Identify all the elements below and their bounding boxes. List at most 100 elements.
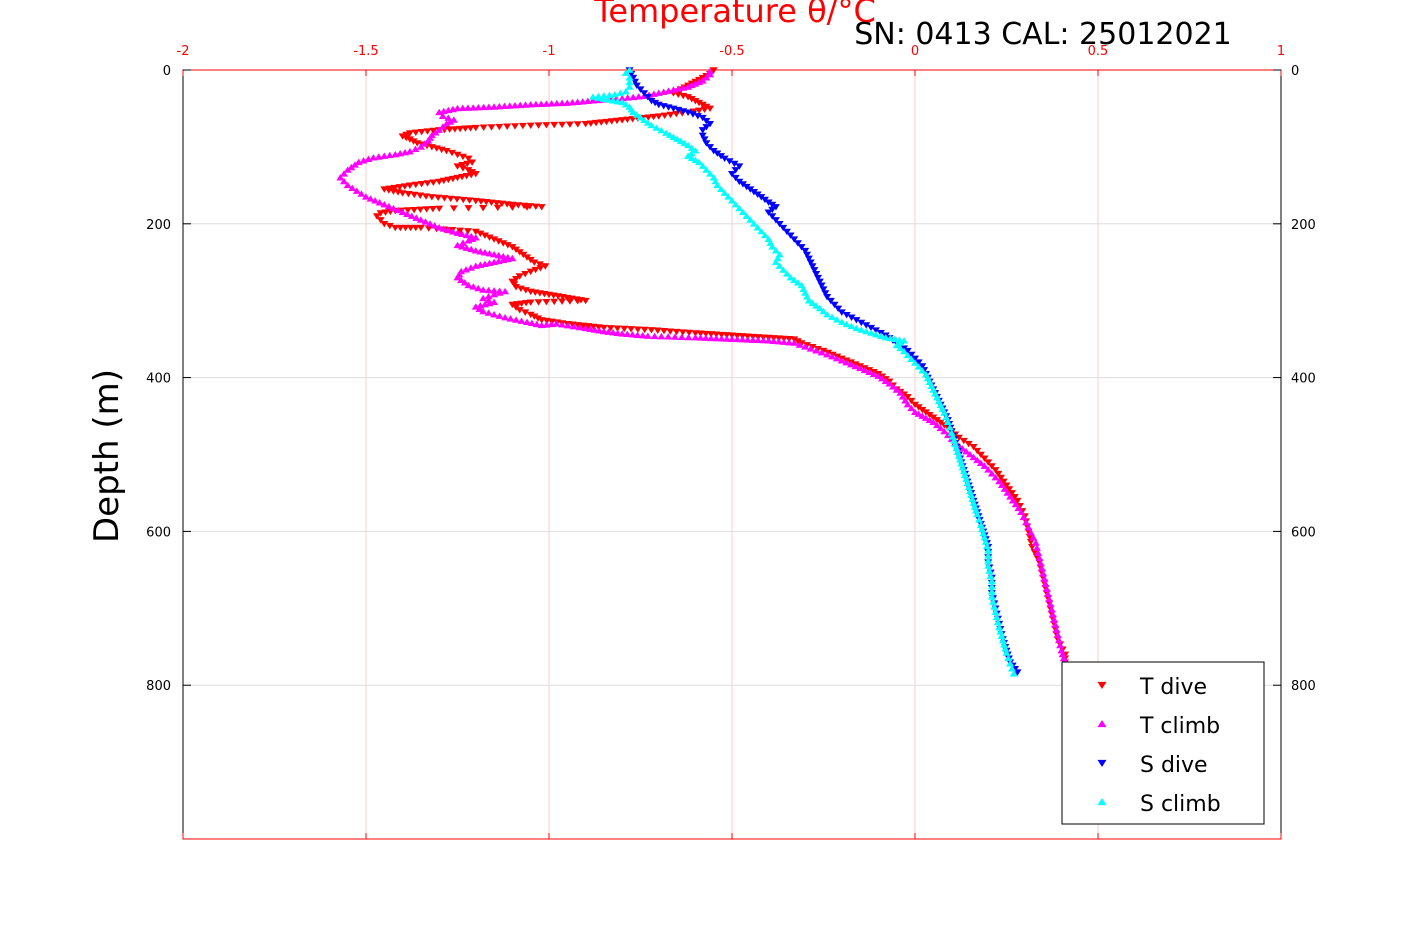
point-s-climb	[953, 448, 962, 455]
point-t-dive	[542, 298, 551, 306]
point-s-dive	[735, 178, 744, 186]
point-s-climb	[680, 139, 689, 147]
y-tick-label-left: 800	[146, 679, 171, 694]
point-s-climb	[967, 491, 976, 499]
point-t-climb	[1000, 485, 1009, 492]
point-t-dive	[376, 217, 385, 224]
point-s-climb	[760, 231, 769, 239]
point-t-climb	[1051, 621, 1060, 628]
point-s-climb	[652, 124, 661, 131]
point-s-dive	[735, 163, 744, 170]
point-t-climb	[389, 204, 398, 212]
point-s-dive	[786, 232, 795, 239]
point-t-dive	[573, 121, 582, 128]
point-s-climb	[940, 409, 949, 416]
point-s-climb	[695, 158, 704, 166]
y-tick-label-left: 600	[146, 525, 171, 540]
point-s-climb	[673, 135, 682, 143]
point-t-dive	[530, 313, 539, 320]
point-t-climb	[856, 364, 865, 372]
point-t-climb	[1041, 580, 1050, 587]
point-s-climb	[801, 289, 810, 296]
point-s-climb	[706, 170, 715, 177]
point-t-climb	[684, 333, 693, 341]
point-t-climb	[362, 193, 370, 200]
point-t-dive	[466, 125, 475, 132]
point-t-climb	[375, 199, 384, 206]
point-s-dive	[830, 301, 839, 309]
point-t-climb	[795, 341, 804, 348]
point-s-climb	[808, 299, 817, 307]
point-t-dive	[493, 204, 502, 212]
point-s-dive	[764, 209, 773, 216]
series-s-climb	[588, 66, 1018, 677]
point-s-climb	[804, 297, 813, 304]
point-t-climb	[1056, 641, 1065, 649]
point-s-dive	[918, 363, 927, 370]
point-t-dive	[678, 329, 687, 336]
point-s-climb	[911, 359, 919, 366]
point-t-dive	[627, 326, 636, 333]
point-s-climb	[640, 116, 649, 124]
point-s-climb	[989, 598, 998, 605]
point-t-dive	[490, 236, 499, 243]
point-t-climb	[1033, 544, 1041, 551]
point-s-dive	[871, 327, 880, 334]
point-t-dive	[458, 153, 467, 161]
point-t-dive	[984, 459, 993, 466]
x-tick-label: 0.5	[1088, 44, 1109, 59]
point-t-dive	[480, 232, 489, 239]
point-s-climb	[1000, 641, 1009, 648]
point-t-climb	[442, 120, 451, 127]
point-s-climb	[1002, 649, 1011, 656]
point-t-climb	[907, 404, 916, 412]
point-t-dive	[410, 191, 419, 199]
point-t-climb	[398, 208, 407, 216]
point-t-climb	[657, 332, 666, 340]
point-t-dive	[672, 328, 681, 336]
point-t-climb	[348, 184, 357, 192]
point-t-dive	[508, 244, 517, 251]
point-t-dive	[684, 94, 693, 101]
point-s-climb	[938, 405, 947, 412]
point-s-climb	[987, 593, 996, 600]
point-t-climb	[430, 222, 439, 229]
point-s-climb	[985, 567, 994, 574]
point-t-dive	[1013, 497, 1022, 505]
point-t-dive	[450, 126, 459, 133]
point-t-dive	[391, 224, 400, 232]
point-t-dive	[511, 123, 520, 130]
point-s-dive	[647, 97, 656, 105]
point-s-climb	[968, 495, 977, 502]
point-t-climb	[1058, 650, 1067, 658]
point-t-climb	[1047, 605, 1056, 613]
point-t-dive	[707, 331, 716, 338]
point-s-climb	[972, 507, 980, 514]
point-t-dive	[464, 205, 473, 212]
series-t-climb	[336, 67, 1070, 665]
point-t-dive	[403, 207, 412, 214]
point-s-climb	[728, 197, 736, 204]
point-s-climb	[757, 227, 766, 235]
point-t-dive	[380, 221, 389, 228]
point-s-dive	[746, 186, 755, 193]
point-t-climb	[728, 335, 736, 342]
point-s-climb	[980, 533, 989, 541]
point-s-climb	[958, 463, 967, 471]
point-t-dive	[396, 224, 405, 232]
point-t-dive	[685, 329, 694, 337]
legend-marker-s-climb	[1097, 797, 1107, 806]
point-t-dive	[372, 213, 381, 220]
point-s-climb	[992, 613, 1001, 621]
point-t-dive	[530, 259, 539, 266]
point-s-climb	[892, 341, 901, 349]
legend-label-s-dive: S dive	[1140, 753, 1208, 778]
point-t-dive	[793, 338, 802, 345]
chart-title: SN: 0413 CAL: 25012021	[854, 17, 1232, 52]
point-t-dive	[519, 251, 528, 259]
point-t-climb	[1048, 611, 1057, 618]
point-t-dive	[997, 474, 1006, 482]
point-t-climb	[738, 335, 747, 343]
point-t-dive	[691, 97, 700, 105]
point-s-dive	[713, 150, 722, 157]
